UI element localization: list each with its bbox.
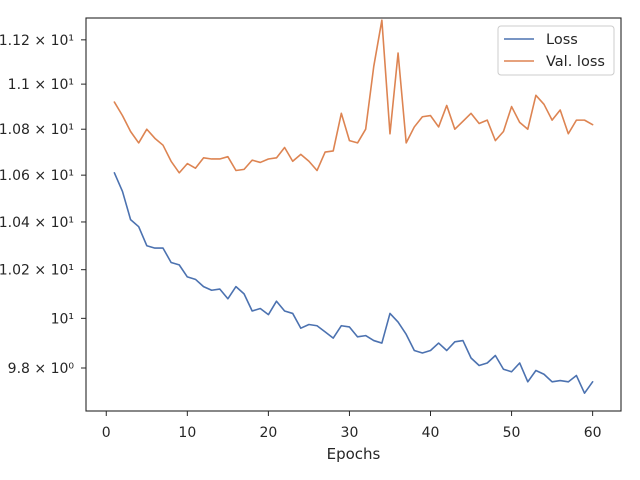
x-tick-label: 0 — [102, 425, 111, 441]
y-tick-label: 1.02 × 10¹ — [0, 263, 74, 279]
legend-label-loss: Loss — [546, 32, 578, 48]
plot-frame — [85, 17, 622, 412]
y-tick-label: 9.8 × 10⁰ — [8, 361, 75, 377]
series-layer — [113, 19, 594, 395]
x-tick-label: 20 — [259, 425, 277, 441]
y-tick-label: 1.08 × 10¹ — [0, 122, 74, 138]
y-tick-label: 1.1 × 10¹ — [8, 77, 74, 93]
legend: Loss Val. loss — [497, 25, 615, 76]
x-tick-label: 30 — [341, 425, 359, 441]
x-tick-label: 50 — [503, 425, 521, 441]
x-axis: 0 10 20 30 40 50 60 — [102, 411, 602, 441]
x-tick-label: 40 — [422, 425, 440, 441]
series-line-val-loss — [113, 19, 594, 174]
legend-label-val-loss: Val. loss — [546, 54, 605, 70]
series-line-loss — [113, 172, 594, 395]
y-tick-label: 1.12 × 10¹ — [0, 33, 74, 49]
y-tick-label: 1.04 × 10¹ — [0, 215, 74, 231]
x-tick-label: 10 — [178, 425, 196, 441]
y-tick-label: 10¹ — [51, 311, 74, 327]
y-axis: 9.8 × 10⁰ 10¹ 1.02 × 10¹ 1.04 × 10¹ 1.06 × 1… — [0, 33, 86, 377]
x-tick-label: 60 — [584, 425, 602, 441]
y-tick-label: 1.06 × 10¹ — [0, 168, 74, 184]
x-axis-label: Epochs — [327, 445, 381, 463]
